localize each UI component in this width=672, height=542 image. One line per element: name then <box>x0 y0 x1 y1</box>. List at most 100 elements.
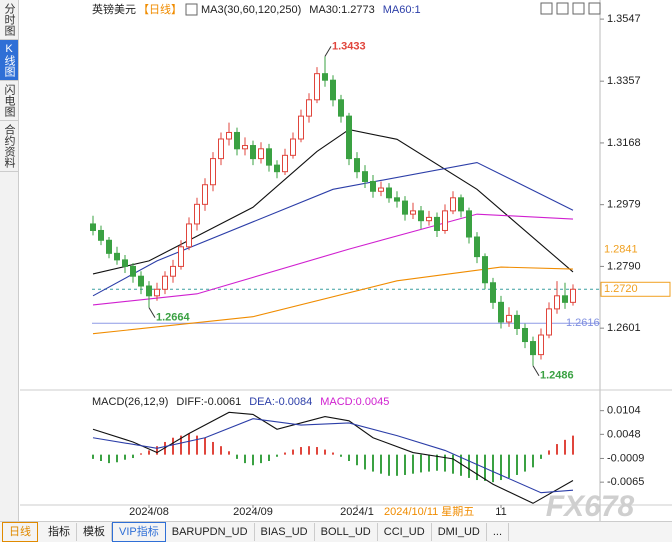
macd-bar <box>324 449 326 455</box>
x-tick-label: 2024/1 <box>340 506 374 518</box>
macd-bar <box>300 447 302 455</box>
candle-body <box>538 334 544 356</box>
indicator-tab[interactable]: ... <box>487 523 510 541</box>
candle-body <box>370 180 376 192</box>
price-label: 1.2841 <box>604 244 638 256</box>
sidebar-tab[interactable]: K线图 <box>0 40 18 81</box>
candle-body <box>282 154 288 173</box>
candle-body <box>346 115 352 160</box>
macd-bar <box>156 446 158 455</box>
macd-bar <box>508 454 510 478</box>
candle-body <box>434 216 440 231</box>
icon[interactable] <box>540 2 553 15</box>
macd-bar <box>212 441 214 455</box>
y-tick-label: 1.3357 <box>607 75 641 87</box>
candle-body <box>298 115 304 140</box>
cursor-label: 2024/10/11 星期五 <box>384 505 474 518</box>
candle-body <box>114 252 120 261</box>
macd-bar <box>380 454 382 474</box>
candle-body <box>442 210 448 231</box>
candle-body <box>202 184 208 205</box>
legend-entry: MA3(30,60,120,250) <box>201 4 301 16</box>
indicator-tab[interactable]: 模板 <box>77 523 112 541</box>
macd-bar <box>180 435 182 455</box>
icon[interactable] <box>588 2 601 15</box>
period-selector[interactable]: 日线 <box>2 522 38 542</box>
x-tick-label: 2024/09 <box>233 506 273 518</box>
chart: 英镑美元 【日线】 MA3(30,60,120,250) MA30:1.2773 MA6… <box>0 0 672 521</box>
macd-bar <box>124 454 126 460</box>
macd-bar <box>220 446 222 455</box>
macd-bar <box>428 454 430 472</box>
macd-bar <box>132 454 134 459</box>
candle-body <box>266 148 272 166</box>
macd-bar <box>116 454 118 463</box>
legend-entry: MA30:1.2773 <box>309 4 374 16</box>
indicator-tab[interactable]: BARUPDN_UD <box>166 523 255 541</box>
y-tick-label: 0.0048 <box>607 428 641 440</box>
indicator-tab[interactable]: CCI_UD <box>378 523 432 541</box>
candle-body <box>354 158 360 173</box>
candle-body <box>146 285 152 297</box>
sidebar-tab[interactable]: 合约资料 <box>0 121 18 172</box>
x-tick-label: 11 <box>495 506 506 518</box>
background <box>0 0 672 521</box>
candle-body <box>106 239 112 254</box>
candle-body <box>130 265 136 277</box>
candle-body <box>138 275 144 287</box>
macd-bar <box>340 454 342 457</box>
candle-body <box>426 216 432 222</box>
macd-bar <box>540 454 542 459</box>
indicator-tab[interactable]: BOLL_UD <box>315 523 378 541</box>
macd-bar <box>172 437 174 455</box>
macd-bar <box>140 453 142 455</box>
indicator-tab[interactable]: 指标 <box>42 523 77 541</box>
y-tick-label: 1.2790 <box>607 260 641 272</box>
indicator-icon <box>185 3 198 16</box>
candle-body <box>186 223 192 248</box>
candle-body <box>466 210 472 238</box>
indicator-tab[interactable]: BIAS_UD <box>255 523 315 541</box>
toolbar-icons[interactable] <box>540 2 601 15</box>
sidebar: 分时图 K线图 闪电图 合约资料 <box>0 0 19 521</box>
legend-entry: MA60:1 <box>383 4 421 16</box>
macd-bar <box>524 454 526 472</box>
candle-body <box>306 99 312 117</box>
indicator-tab[interactable]: VIP指标 <box>112 522 166 542</box>
indicator-tab[interactable]: DMI_UD <box>432 523 487 541</box>
macd-bar <box>532 454 534 468</box>
candle-body <box>418 210 424 222</box>
candle-body <box>362 171 368 182</box>
icon[interactable] <box>572 2 585 15</box>
macd-bar <box>308 446 310 455</box>
candle-body <box>122 259 128 267</box>
macd-bar <box>100 454 102 461</box>
indicator-line <box>92 128 574 275</box>
candle-body <box>274 164 280 173</box>
macd-bar <box>548 450 550 455</box>
y-tick-label: 1.3168 <box>607 137 641 149</box>
macd-bar <box>236 454 238 459</box>
annotation-leader <box>532 365 540 376</box>
candle-body <box>250 145 256 160</box>
macd-bar <box>332 452 334 455</box>
candle-body <box>386 187 392 199</box>
candle-body <box>338 99 344 117</box>
candle-body <box>498 301 504 323</box>
y-tick-label: 0.0104 <box>607 405 641 417</box>
sidebar-tab[interactable]: 分时图 <box>0 0 18 40</box>
macd-bar <box>476 454 478 481</box>
price-box <box>600 281 671 297</box>
candle-body <box>450 197 456 212</box>
macd-bar <box>244 454 246 464</box>
period-label: 【日线】 <box>138 2 182 16</box>
candle-body <box>170 265 176 277</box>
candle-body <box>514 314 520 329</box>
sidebar-tab[interactable]: 闪电图 <box>0 81 18 121</box>
macd-bar <box>204 437 206 455</box>
icon[interactable] <box>556 2 569 15</box>
y-tick-label: 1.3547 <box>607 13 641 25</box>
macd-bar <box>460 454 462 476</box>
candle-body <box>570 288 576 303</box>
candle-body <box>178 246 184 267</box>
